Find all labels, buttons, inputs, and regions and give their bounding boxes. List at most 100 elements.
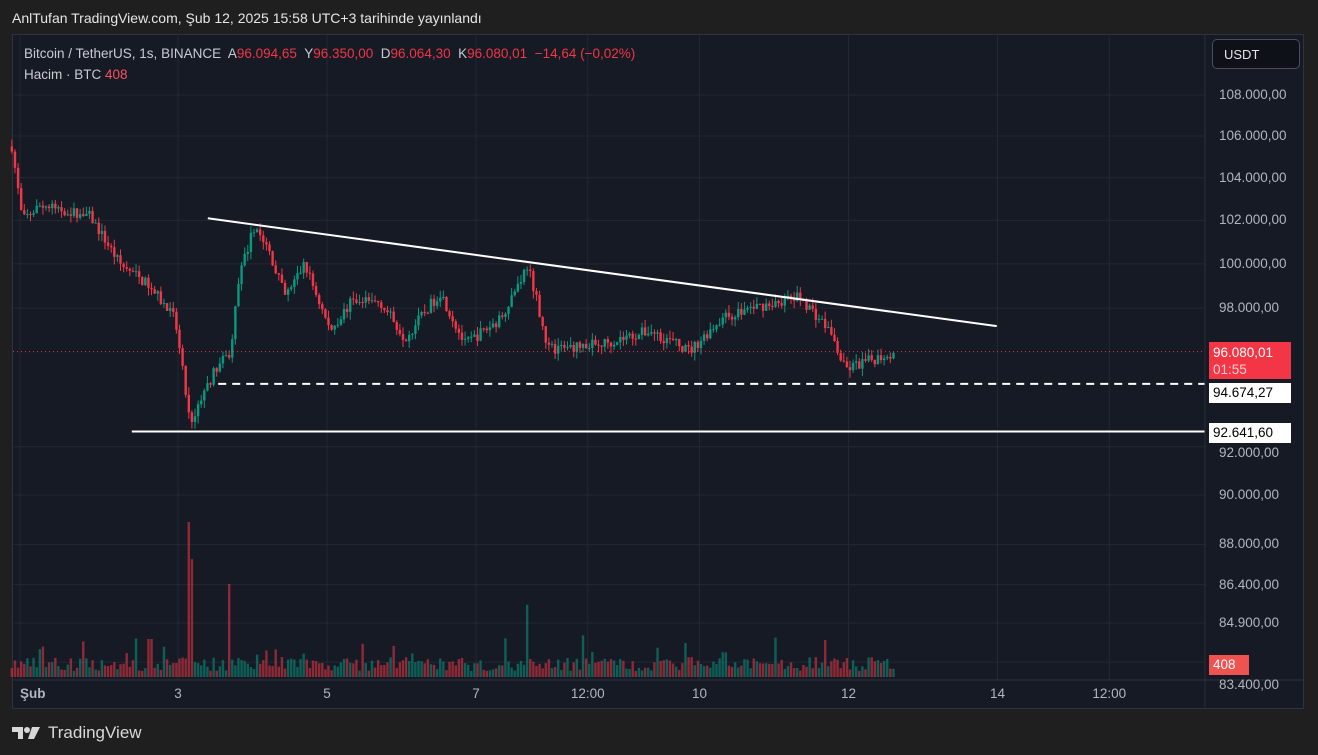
candle-body [861, 359, 864, 369]
candle-body [494, 323, 498, 328]
candle-body [38, 205, 42, 207]
x-tick-label: 12:00 [1092, 686, 1127, 701]
volume-bar [246, 663, 249, 677]
candle-body [705, 334, 709, 339]
volume-bar [16, 667, 20, 677]
tradingview-logo[interactable]: TradingView [12, 723, 142, 743]
candle-body [29, 214, 32, 216]
candle-body [690, 346, 693, 353]
candle-body [479, 328, 482, 341]
volume-bar [432, 664, 436, 677]
volume-bar [268, 665, 271, 677]
candle-body [491, 323, 495, 328]
volume-bar [758, 663, 762, 677]
candle-body [327, 317, 330, 326]
candle-body [196, 404, 200, 417]
candle-body [733, 317, 737, 320]
candle-body [854, 361, 858, 363]
volume-bar [144, 668, 147, 677]
volume-bar [280, 657, 284, 677]
volume-badge: 408 [1209, 655, 1249, 675]
candle-body [600, 345, 603, 347]
volume-bar [293, 659, 296, 677]
candle-body [91, 210, 94, 224]
volume-bar [262, 660, 265, 677]
candle-body [442, 296, 445, 298]
candle-body [429, 298, 433, 313]
volume-bar [454, 665, 457, 677]
candle-body [380, 302, 383, 309]
volume-bar [398, 662, 402, 677]
volume-bar [634, 670, 638, 677]
candle-body [32, 213, 35, 215]
candle-body [656, 332, 659, 334]
candle-body [330, 325, 333, 330]
candle-body [712, 329, 715, 331]
candle-body [737, 308, 740, 318]
last-price-badge: 96.080,01 01:55 [1209, 342, 1291, 379]
volume-bar [29, 666, 32, 677]
volume-bar [386, 662, 389, 677]
currency-button[interactable]: USDT [1212, 39, 1300, 69]
volume-bar [277, 666, 281, 677]
volume-bar [78, 658, 82, 677]
candle-body [842, 360, 845, 362]
volume-bar [774, 637, 777, 677]
volume-bar [802, 664, 805, 677]
volume-bar [780, 659, 783, 677]
candle-body [718, 324, 721, 326]
volume-bar [600, 660, 603, 677]
volume-bar [556, 659, 560, 677]
candle-body [532, 271, 535, 292]
candle-body [156, 291, 159, 294]
volume-bar [308, 668, 312, 677]
volume-bar [330, 670, 333, 677]
x-tick-label: 14 [989, 686, 1006, 701]
volume-bar [184, 658, 187, 677]
candle-body [451, 316, 454, 322]
volume-bar [407, 661, 411, 677]
volume-bar [820, 662, 824, 677]
volume-bar [814, 657, 818, 677]
volume-bar [364, 663, 367, 677]
candle-body [26, 214, 29, 216]
volume-bar [457, 659, 461, 677]
volume-bar [656, 647, 659, 677]
candle-body [858, 361, 861, 369]
candle-body [454, 321, 457, 329]
candle-body [395, 322, 398, 330]
candle-body [414, 325, 417, 334]
volume-bar [606, 661, 610, 677]
chart-panel[interactable] [12, 34, 1304, 709]
volume-bar [72, 670, 76, 677]
volume-bar [696, 660, 700, 677]
candle-body [66, 214, 69, 216]
candle-body [41, 205, 45, 208]
volume-bar [116, 669, 119, 677]
volume-bar [684, 643, 687, 677]
candle-body [116, 255, 119, 257]
candle-body [668, 338, 672, 340]
open-value: 96.094,65 [236, 46, 297, 61]
candle-body [752, 306, 755, 309]
candle-body [153, 289, 156, 294]
resistance-trendline [207, 217, 997, 328]
candle-body [212, 368, 215, 385]
volume-bar [647, 667, 650, 677]
candle-body [237, 283, 240, 307]
x-tick-label: 12:00 [570, 686, 605, 701]
volume-bar [153, 667, 156, 677]
candle-body [392, 311, 395, 323]
volume-bar [473, 663, 476, 677]
volume-bar [715, 664, 718, 677]
volume-bar [66, 664, 69, 677]
candle-body [252, 232, 256, 234]
candle-body [696, 341, 700, 348]
volume-bar [237, 658, 240, 677]
volume-bar [448, 661, 451, 677]
candle-body [563, 344, 566, 348]
candle-body [373, 300, 377, 302]
candle-body [687, 345, 690, 347]
volume-bar [187, 521, 191, 677]
